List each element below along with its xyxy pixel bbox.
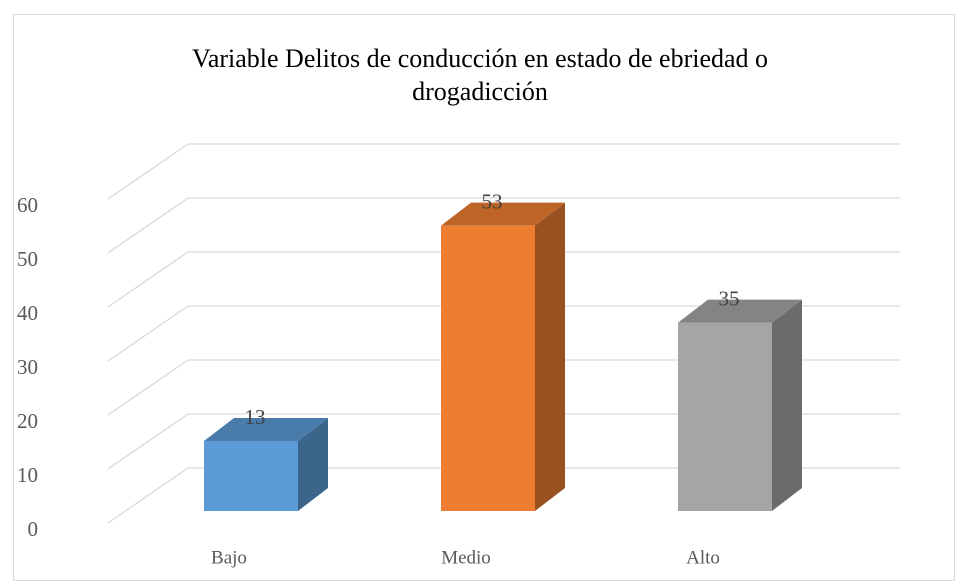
y-tick-label: 50 [17,247,38,271]
side-grid-line [107,359,189,416]
x-tick-label: Alto [686,547,720,568]
x-tick-label: Bajo [211,547,247,568]
bar-side [535,202,565,511]
data-label: 53 [482,189,503,213]
side-grid-line [107,467,189,524]
data-label: 13 [245,405,266,429]
side-grid-line [107,143,189,200]
bar-top [678,299,802,323]
side-grid-line [107,305,189,362]
y-tick-label: 0 [28,517,39,541]
y-tick-label: 30 [17,355,38,379]
side-grid-line [107,413,189,470]
y-tick-label: 20 [17,409,38,433]
chart-frame [13,14,955,581]
bar-top [204,418,328,442]
bar [204,441,298,511]
side-grid-line [107,251,189,308]
data-label: 35 [719,286,740,310]
bar-top [441,202,565,226]
x-tick-label: Medio [441,547,491,568]
y-tick-label: 10 [17,463,38,487]
side-grid-line [107,197,189,254]
bar-side [298,418,328,511]
y-tick-label: 60 [17,193,38,217]
bar [441,225,535,511]
bar-side [772,299,802,511]
bar [678,322,772,511]
chart-title: Variable Delitos de conducción en estado… [191,44,769,106]
y-tick-label: 40 [17,301,38,325]
